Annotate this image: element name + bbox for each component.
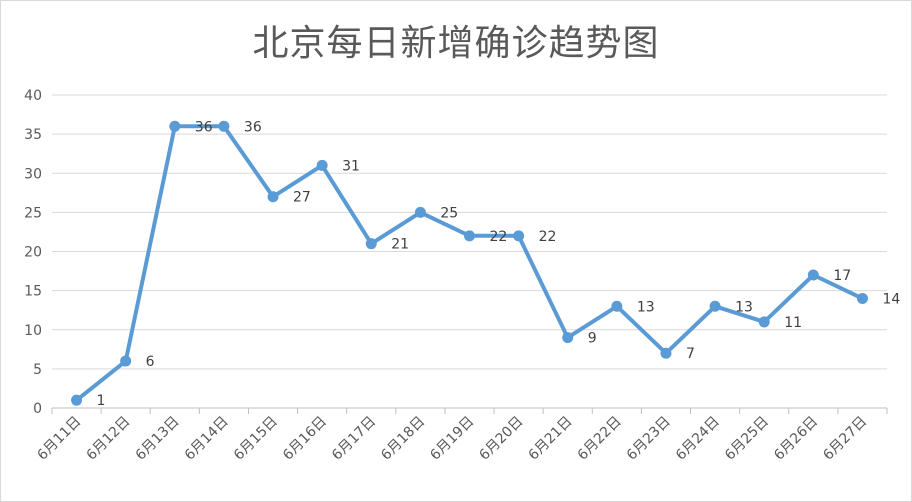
data-point — [758, 316, 770, 328]
data-point — [218, 120, 230, 132]
y-tick-label: 5 — [33, 362, 42, 378]
data-point — [169, 120, 181, 132]
data-label: 6 — [146, 354, 155, 370]
y-tick-label: 30 — [24, 166, 42, 182]
x-tick-label: 6月24日 — [673, 414, 723, 464]
data-label: 9 — [588, 331, 597, 347]
data-label: 31 — [342, 158, 360, 174]
x-tick-label: 6月26日 — [771, 414, 821, 464]
series-line — [74, 124, 865, 403]
x-tick-label: 6月23日 — [624, 414, 674, 464]
y-tick-label: 15 — [24, 284, 42, 300]
x-axis — [51, 407, 888, 414]
x-axis-ticks: 6月11日 6月12日 6月13日 6月14日 6月15日 6月16日 6月17日 6月18日… — [34, 414, 870, 464]
data-point — [807, 269, 819, 281]
data-point — [120, 355, 132, 367]
x-tick-label: 6月25日 — [722, 414, 772, 464]
data-label: 36 — [244, 119, 262, 135]
data-label: 22 — [490, 229, 508, 245]
x-tick-label: 6月21日 — [526, 414, 576, 464]
x-tick-label: 6月15日 — [231, 414, 281, 464]
y-tick-label: 25 — [24, 205, 42, 221]
data-label: 22 — [539, 229, 557, 245]
data-point — [709, 300, 721, 312]
y-tick-label: 20 — [24, 245, 42, 261]
data-label: 1 — [97, 393, 106, 409]
x-tick-label: 6月27日 — [820, 414, 870, 464]
data-point — [660, 347, 672, 359]
series-group — [71, 120, 868, 406]
x-tick-label: 6月13日 — [133, 414, 183, 464]
data-point — [856, 292, 868, 304]
data-point — [71, 394, 83, 406]
data-label: 14 — [882, 291, 900, 307]
data-label: 25 — [440, 205, 458, 221]
data-label: 27 — [293, 190, 311, 206]
x-tick-label: 6月18日 — [378, 414, 428, 464]
data-label: 17 — [833, 268, 851, 284]
gridlines — [52, 94, 887, 370]
x-tick-label: 6月19日 — [427, 414, 477, 464]
data-point — [611, 300, 623, 312]
x-tick-label: 6月20日 — [476, 414, 526, 464]
data-point — [365, 238, 377, 250]
chart-title: 北京每日新增确诊趋势图 — [252, 23, 660, 64]
data-point — [414, 206, 426, 218]
data-point — [316, 159, 328, 171]
data-point — [562, 332, 574, 344]
data-label: 21 — [391, 237, 409, 253]
data-label: 13 — [735, 299, 753, 315]
y-tick-label: 40 — [24, 88, 42, 104]
data-label: 36 — [195, 119, 213, 135]
x-tick-label: 6月14日 — [182, 414, 232, 464]
x-tick-label: 6月11日 — [34, 414, 84, 464]
y-tick-label: 35 — [24, 127, 42, 143]
x-tick-label: 6月17日 — [329, 414, 379, 464]
y-tick-label: 10 — [24, 323, 42, 339]
data-label: 7 — [686, 346, 695, 362]
data-point — [464, 230, 475, 242]
data-point — [267, 191, 279, 203]
x-tick-label: 6月22日 — [575, 414, 625, 464]
x-tick-label: 6月16日 — [280, 414, 330, 464]
data-label: 11 — [784, 315, 802, 331]
x-tick-label: 6月12日 — [83, 414, 133, 464]
data-label: 13 — [637, 299, 655, 315]
data-point — [513, 230, 525, 242]
y-axis-ticks: 0 5 10 15 20 25 30 35 40 — [24, 88, 42, 417]
y-tick-label: 0 — [33, 401, 42, 417]
data-labels: 1 6 36 36 27 31 21 25 22 22 9 13 7 13 11 17 14 — [97, 119, 901, 409]
